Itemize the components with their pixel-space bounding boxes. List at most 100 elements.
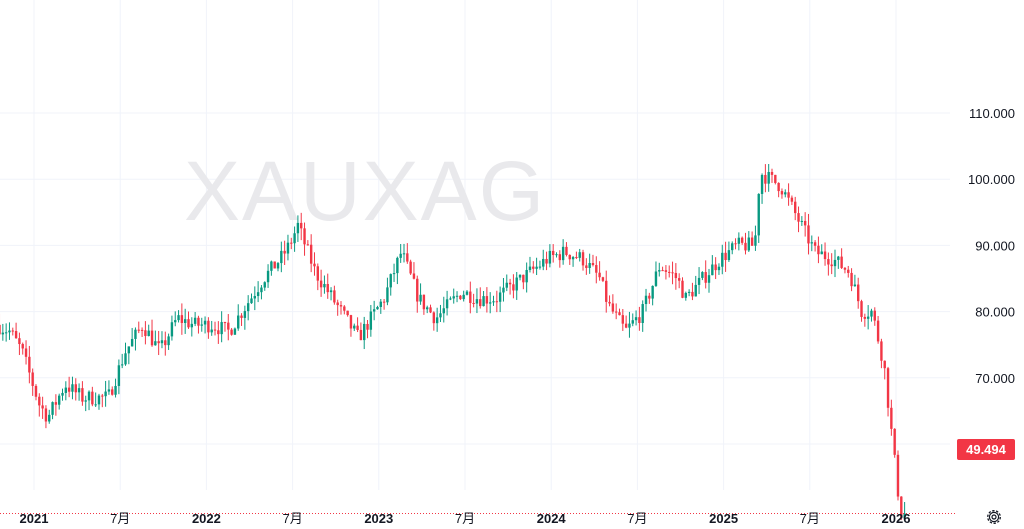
candle: [860, 299, 863, 322]
candle: [866, 305, 870, 330]
candle: [727, 241, 731, 262]
candle: [306, 240, 310, 246]
candle: [392, 263, 396, 282]
candle: [147, 324, 150, 337]
candle: [97, 393, 101, 410]
candle: [664, 265, 668, 280]
candle: [614, 303, 618, 320]
candle: [369, 304, 373, 337]
candle: [41, 396, 44, 419]
candle: [459, 294, 462, 301]
candle: [495, 290, 499, 313]
candle: [61, 388, 64, 401]
candle: [117, 359, 121, 395]
candle: [843, 266, 847, 274]
candle: [124, 342, 127, 366]
candle: [21, 342, 24, 355]
candle: [1, 323, 5, 341]
candle: [498, 286, 502, 313]
candle: [130, 327, 134, 347]
symbol-watermark: XAUXAG: [184, 144, 546, 238]
candle: [326, 273, 329, 299]
candle: [551, 244, 555, 263]
candle: [538, 260, 542, 270]
x-tick-label: 2024: [537, 511, 567, 526]
candle: [714, 257, 717, 280]
x-tick-label: 7月: [455, 511, 475, 526]
candle: [220, 311, 223, 343]
candle: [618, 308, 621, 316]
candle: [853, 274, 857, 287]
candle: [601, 276, 605, 283]
candle: [515, 271, 518, 300]
candle: [104, 380, 107, 407]
candle: [532, 261, 535, 274]
candle: [200, 317, 203, 332]
candle: [309, 234, 313, 273]
x-tick-label: 2022: [192, 511, 221, 526]
candle: [575, 251, 578, 260]
grid-lines: [0, 0, 950, 490]
candle: [439, 304, 442, 322]
candle: [595, 256, 598, 284]
candle: [71, 376, 74, 400]
candle: [797, 206, 800, 233]
candle: [412, 262, 416, 280]
x-tick-label: 2021: [20, 511, 49, 526]
candle: [747, 231, 750, 252]
candle: [807, 213, 810, 255]
candle: [101, 393, 104, 408]
x-tick-label: 7月: [110, 511, 130, 526]
candle: [223, 321, 227, 332]
candle: [611, 294, 615, 314]
candle: [11, 327, 14, 336]
candle: [585, 258, 588, 275]
candle: [24, 340, 28, 365]
time-axis[interactable]: 2021 7月 2022 7月 2023 7月 2024 7月 2025 7月 2026: [20, 511, 911, 526]
candle: [183, 308, 187, 334]
candle: [44, 405, 48, 429]
candle: [399, 243, 402, 263]
candle: [429, 304, 432, 314]
candle: [528, 256, 532, 273]
candle: [432, 311, 436, 331]
candle: [903, 501, 906, 521]
candle: [8, 322, 11, 340]
candle: [565, 242, 568, 257]
settings-gear-icon[interactable]: [985, 508, 1003, 526]
x-tick-label: 2023: [364, 511, 393, 526]
candle: [449, 296, 452, 301]
candle: [303, 222, 306, 256]
candle: [668, 265, 671, 278]
candle: [111, 386, 114, 396]
candle: [558, 250, 562, 268]
candle: [767, 164, 770, 192]
candle: [701, 271, 704, 281]
x-tick-label: 7月: [627, 511, 647, 526]
candle: [691, 282, 694, 301]
candle: [737, 232, 741, 251]
candle: [505, 274, 508, 292]
candle: [246, 295, 250, 321]
candle: [621, 308, 625, 331]
candle: [217, 321, 220, 344]
candle: [880, 338, 883, 369]
candle: [187, 311, 190, 329]
candle: [734, 238, 737, 250]
candle: [591, 254, 595, 267]
candle: [253, 286, 257, 311]
candle: [850, 268, 853, 292]
candle: [886, 366, 890, 417]
candle: [561, 239, 565, 265]
candle: [827, 252, 830, 276]
candle: [339, 301, 343, 315]
candle: [164, 331, 167, 356]
candle: [48, 409, 51, 424]
candle: [445, 290, 449, 316]
candle: [654, 261, 658, 287]
candle: [873, 307, 876, 326]
candle: [707, 268, 711, 293]
candle: [273, 261, 276, 269]
candle: [409, 259, 412, 275]
